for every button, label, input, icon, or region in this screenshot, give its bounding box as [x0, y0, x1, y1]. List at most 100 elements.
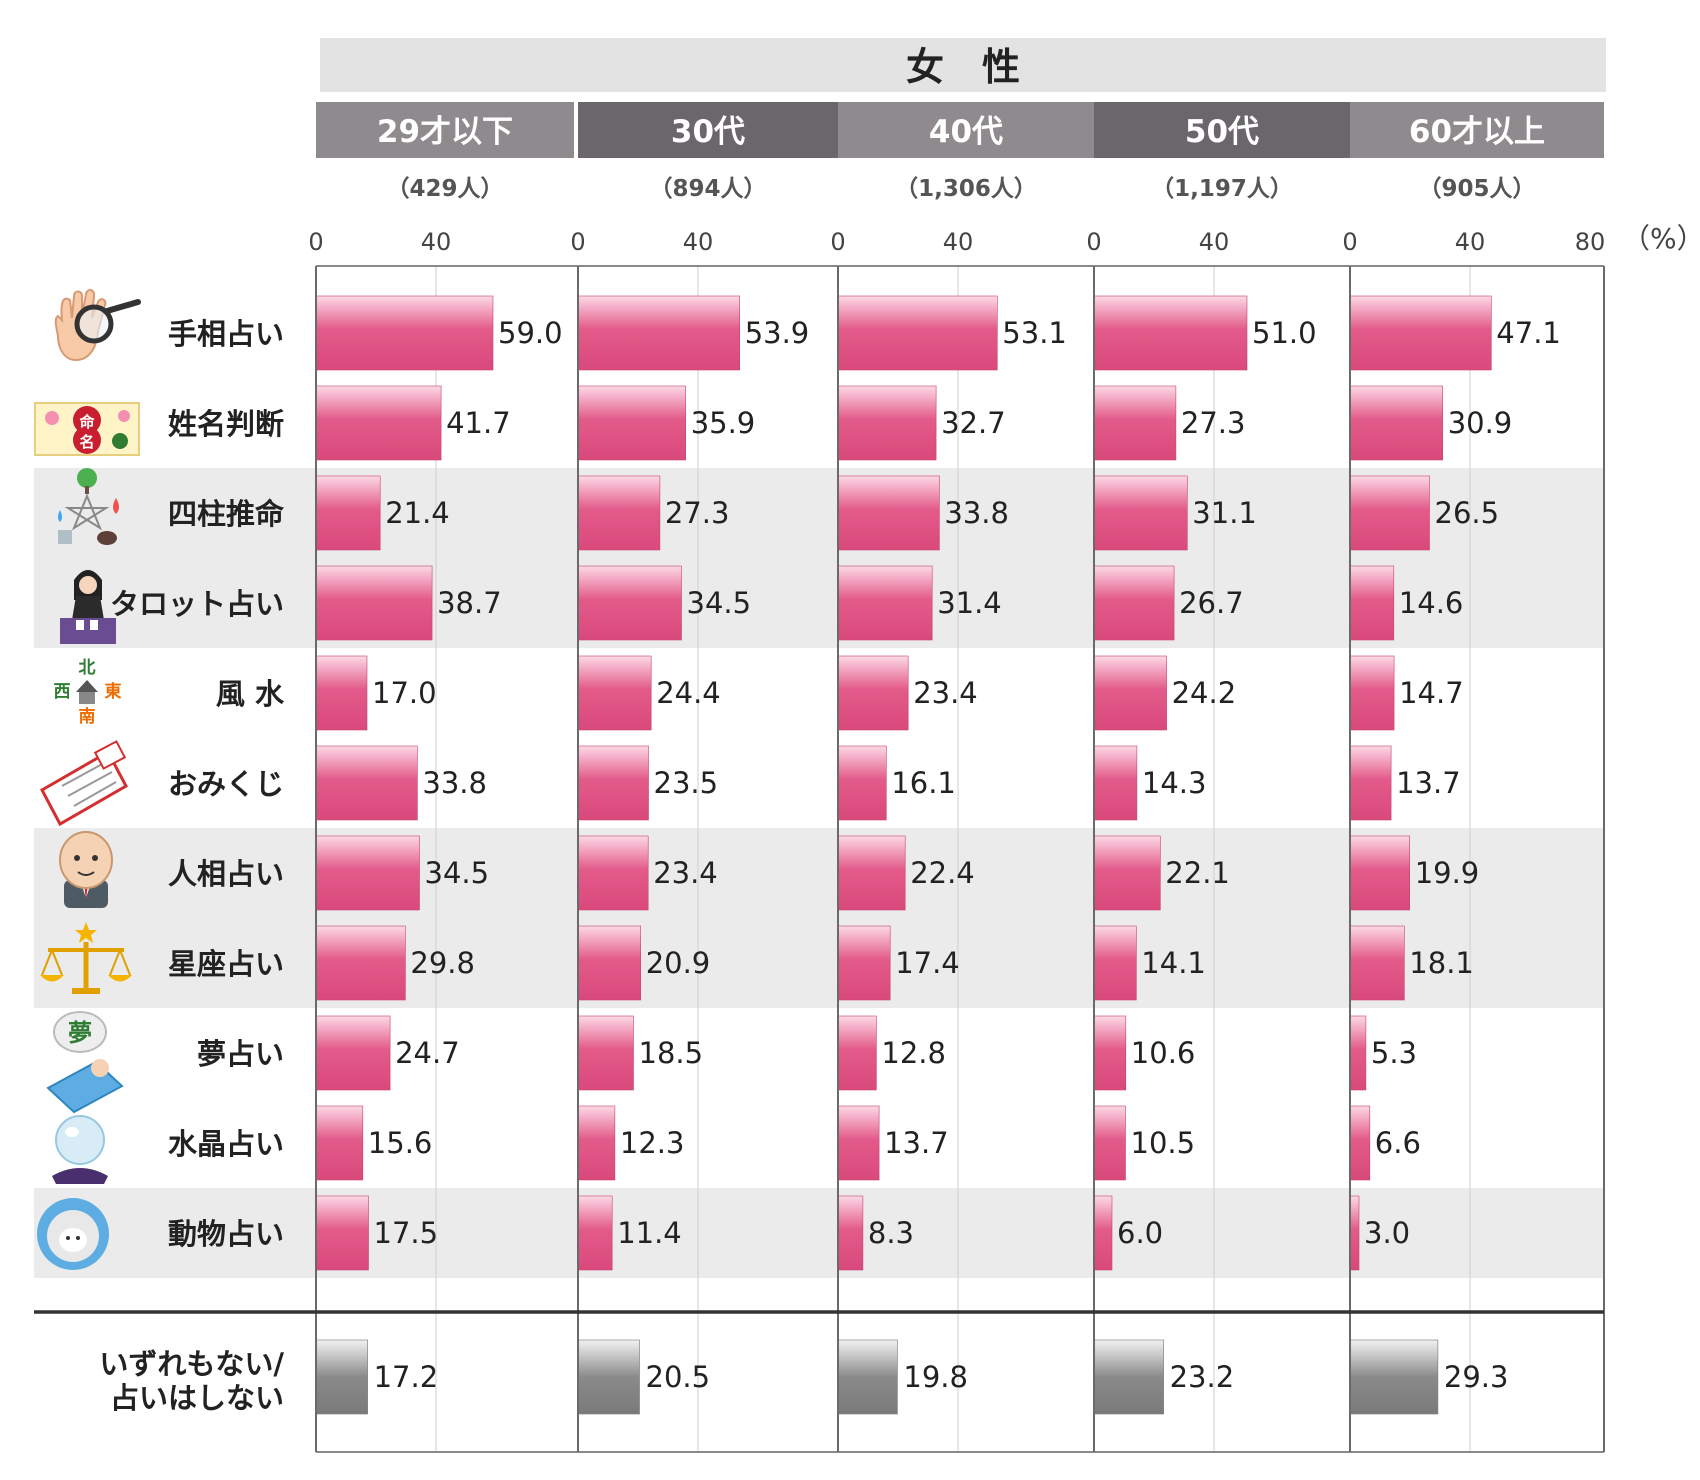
- bar: [315, 745, 418, 821]
- bar-value-label: 12.8: [881, 1036, 946, 1070]
- bar-value-label: 10.6: [1131, 1036, 1196, 1070]
- bar: [837, 1195, 864, 1271]
- bar: [1349, 1195, 1360, 1271]
- bar: [1349, 565, 1395, 641]
- bar: [837, 835, 906, 911]
- row-bands: [34, 468, 1604, 1278]
- bar: [577, 1195, 613, 1271]
- category-label: 四柱推命: [168, 497, 285, 531]
- other-bar-value-label: 29.3: [1444, 1360, 1509, 1394]
- bar: [315, 925, 406, 1001]
- bar-value-label: 18.1: [1409, 946, 1474, 980]
- bar: [315, 835, 420, 911]
- bar: [577, 835, 649, 911]
- bar-value-label: 51.0: [1252, 316, 1317, 350]
- bar: [1349, 835, 1411, 911]
- group-headers: 29才以下 （429人） 30代 （894人） 40代 （1,306人） 50代 （1,197…: [316, 102, 1604, 202]
- axis-ticks: 0 40 0 40 0 40 0 40 0 40 80: [308, 228, 1605, 256]
- row-band: [34, 828, 1604, 1008]
- bar: [1093, 565, 1175, 641]
- group-label: 50代: [1185, 114, 1259, 150]
- other-category-label: 占いはしない: [110, 1381, 284, 1415]
- bar-value-label: 11.4: [617, 1216, 682, 1250]
- bar-value-label: 6.0: [1117, 1216, 1163, 1250]
- tick-label: 40: [1199, 228, 1230, 256]
- svg-text:南: 南: [79, 706, 96, 727]
- tarot-reader-icon: [60, 570, 116, 644]
- bar: [315, 1015, 391, 1091]
- name-scroll-icon: 命 名: [34, 402, 140, 456]
- category-label: 風 水: [216, 677, 285, 711]
- group-n: （1,306人）: [895, 175, 1037, 202]
- bar-value-label: 24.2: [1172, 676, 1237, 710]
- bar-value-label: 27.3: [665, 496, 730, 530]
- row-band: [34, 1188, 1604, 1278]
- group-header-2: [578, 102, 838, 158]
- tick-label: 40: [421, 228, 452, 256]
- svg-text:命: 命: [78, 413, 95, 431]
- tick-label: 0: [308, 228, 323, 256]
- group-label: 30代: [671, 114, 745, 150]
- bar: [1093, 1015, 1127, 1091]
- bar: [1093, 475, 1188, 551]
- bar-value-label: 33.8: [944, 496, 1009, 530]
- category-label: 姓名判断: [168, 407, 284, 441]
- bar: [1093, 385, 1177, 461]
- other-bar: [1349, 1339, 1439, 1415]
- bar-value-label: 13.7: [884, 1126, 949, 1160]
- bar: [1093, 295, 1248, 371]
- bar-value-label: 34.5: [425, 856, 490, 890]
- bars: 59.0 41.7 21.4 38.7 17.0 33.8 34.5 29.8 24.7 15.6…: [315, 295, 1561, 1415]
- bar-value-label: 34.5: [687, 586, 752, 620]
- other-bar: [577, 1339, 640, 1415]
- sheep-icon: [37, 1198, 109, 1270]
- bar: [577, 385, 686, 461]
- bar: [1093, 1105, 1126, 1181]
- tick-label: 40: [1455, 228, 1486, 256]
- bar-value-label: 53.9: [745, 316, 810, 350]
- group-header-5: [1350, 102, 1604, 158]
- bar-value-label: 41.7: [446, 406, 511, 440]
- bar-value-label: 26.5: [1435, 496, 1500, 530]
- bar-value-label: 17.0: [372, 676, 437, 710]
- bar: [315, 655, 368, 731]
- tick-label: 40: [683, 228, 714, 256]
- tick-label: 40: [943, 228, 974, 256]
- bar: [837, 1015, 877, 1091]
- bar: [1349, 1105, 1371, 1181]
- bar-value-label: 32.7: [941, 406, 1006, 440]
- group-n: （905人）: [1418, 175, 1535, 202]
- svg-text:北: 北: [79, 658, 96, 678]
- bar-value-label: 24.4: [656, 676, 721, 710]
- bar-value-label: 3.0: [1364, 1216, 1410, 1250]
- tick-label: 80: [1575, 228, 1606, 256]
- dream-sleeper-icon: 夢: [46, 1011, 124, 1114]
- bar: [1349, 385, 1443, 461]
- other-bar-value-label: 23.2: [1170, 1360, 1235, 1394]
- category-label: 水晶占い: [168, 1127, 284, 1161]
- other-category-label: いずれもない/: [99, 1347, 284, 1381]
- bar-value-label: 10.5: [1131, 1126, 1196, 1160]
- bar-value-label: 8.3: [868, 1216, 914, 1250]
- row-band: [34, 468, 1604, 648]
- crystal-ball-icon: [52, 1115, 108, 1184]
- bar-value-label: 29.8: [410, 946, 475, 980]
- panel-frame: [34, 265, 1605, 1453]
- group-n: （429人）: [386, 175, 503, 202]
- bar-value-label: 20.9: [646, 946, 711, 980]
- palm-magnifier-icon: [54, 289, 141, 362]
- bar: [837, 295, 998, 371]
- bar: [315, 565, 433, 641]
- other-bar: [1093, 1339, 1164, 1415]
- chart-title: 女 性: [906, 45, 1020, 89]
- bar-value-label: 21.4: [385, 496, 450, 530]
- bar-value-label: 30.9: [1448, 406, 1513, 440]
- category-label: 手相占い: [168, 317, 284, 351]
- group-header-1: [316, 102, 574, 158]
- svg-text:西: 西: [54, 682, 71, 702]
- bar-value-label: 35.9: [691, 406, 756, 440]
- bar: [315, 385, 442, 461]
- bar: [1349, 655, 1395, 731]
- bar-value-label: 14.1: [1141, 946, 1206, 980]
